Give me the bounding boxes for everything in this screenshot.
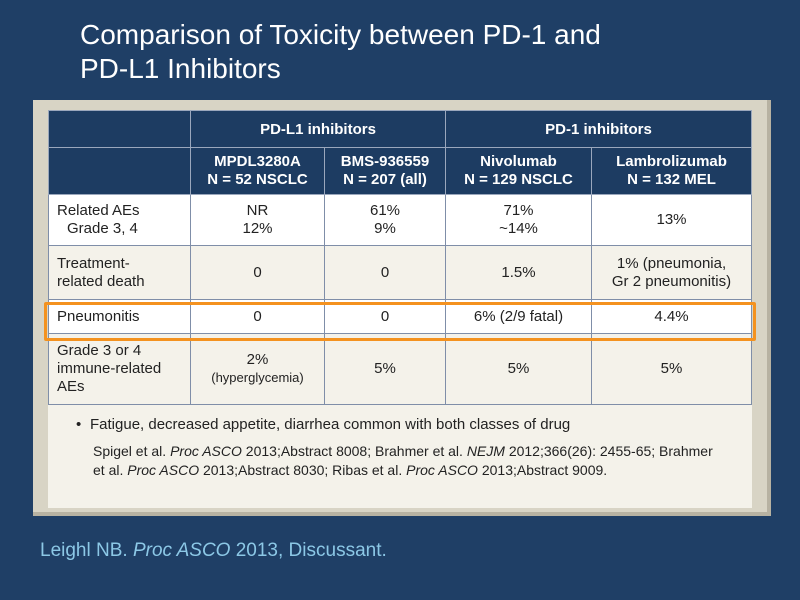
table-cell: 4.4% [590, 299, 753, 334]
column-header: MPDL3280A N = 52 NSCLC [190, 147, 325, 195]
table-cell: 2% (hyperglycemia) [190, 333, 325, 405]
column-header-row: MPDL3280A N = 52 NSCLC BMS-936559 N = 20… [48, 147, 753, 195]
table-cell: 0 [324, 299, 446, 334]
table-row: Related AEs Grade 3, 4 NR 12% 61% 9% 71%… [48, 194, 753, 246]
row-label: Grade 3 or 4 immune-related AEs [48, 333, 191, 405]
table-cell: 0 [324, 245, 446, 300]
table-cell: NR 12% [190, 194, 325, 246]
row-label: Related AEs Grade 3, 4 [48, 194, 191, 246]
column-header: Nivolumab N = 129 NSCLC [445, 147, 592, 195]
table-cell: 13% [590, 194, 753, 246]
table-row: Treatment- related death 0 0 1.5% 1% (pn… [48, 245, 753, 300]
row-label: Pneumonitis [48, 299, 191, 334]
table-cell: 6% (2/9 fatal) [445, 299, 592, 334]
slide-title: Comparison of Toxicity between PD-1 and … [80, 18, 740, 86]
table-cell: 5% [590, 333, 753, 405]
table-cell: 5% [445, 333, 592, 405]
table-cell: 0 [190, 299, 325, 334]
column-header: BMS-936559 N = 207 (all) [324, 147, 446, 195]
bullet-text: Fatigue, decreased appetite, diarrhea co… [90, 416, 571, 433]
references: Spigel et al. Proc ASCO 2013;Abstract 80… [93, 443, 713, 478]
table-row: Pneumonitis 0 0 6% (2/9 fatal) 4.4% [48, 299, 753, 334]
table-cell: 71% ~14% [445, 194, 592, 246]
column-header: Lambrolizumab N = 132 MEL [590, 147, 753, 195]
title-line-2: PD-L1 Inhibitors [80, 53, 281, 84]
group-header-row: PD-L1 inhibitors PD-1 inhibitors [48, 110, 753, 148]
table-cell: 1% (pneumonia, Gr 2 pneumonitis) [590, 245, 753, 300]
table-row: Grade 3 or 4 immune-related AEs 2% (hype… [48, 333, 753, 405]
table-cell: 0 [190, 245, 325, 300]
group-header-pdl1: PD-L1 inhibitors [190, 110, 446, 148]
toxicity-table: PD-L1 inhibitors PD-1 inhibitors MPDL328… [48, 110, 753, 405]
source-citation: Leighl NB. Proc ASCO 2013, Discussant. [40, 540, 387, 561]
title-line-1: Comparison of Toxicity between PD-1 and [80, 19, 601, 50]
corner-header [48, 110, 191, 148]
table-cell: 5% [324, 333, 446, 405]
group-header-pd1: PD-1 inhibitors [444, 110, 753, 148]
row-label: Treatment- related death [48, 245, 191, 300]
table-cell: 61% 9% [324, 194, 446, 246]
bullet-note: • Fatigue, decreased appetite, diarrhea c… [76, 416, 570, 433]
corner-header-2 [48, 147, 191, 195]
table-cell: 1.5% [445, 245, 592, 300]
bullet-dot-icon: • [76, 416, 82, 433]
